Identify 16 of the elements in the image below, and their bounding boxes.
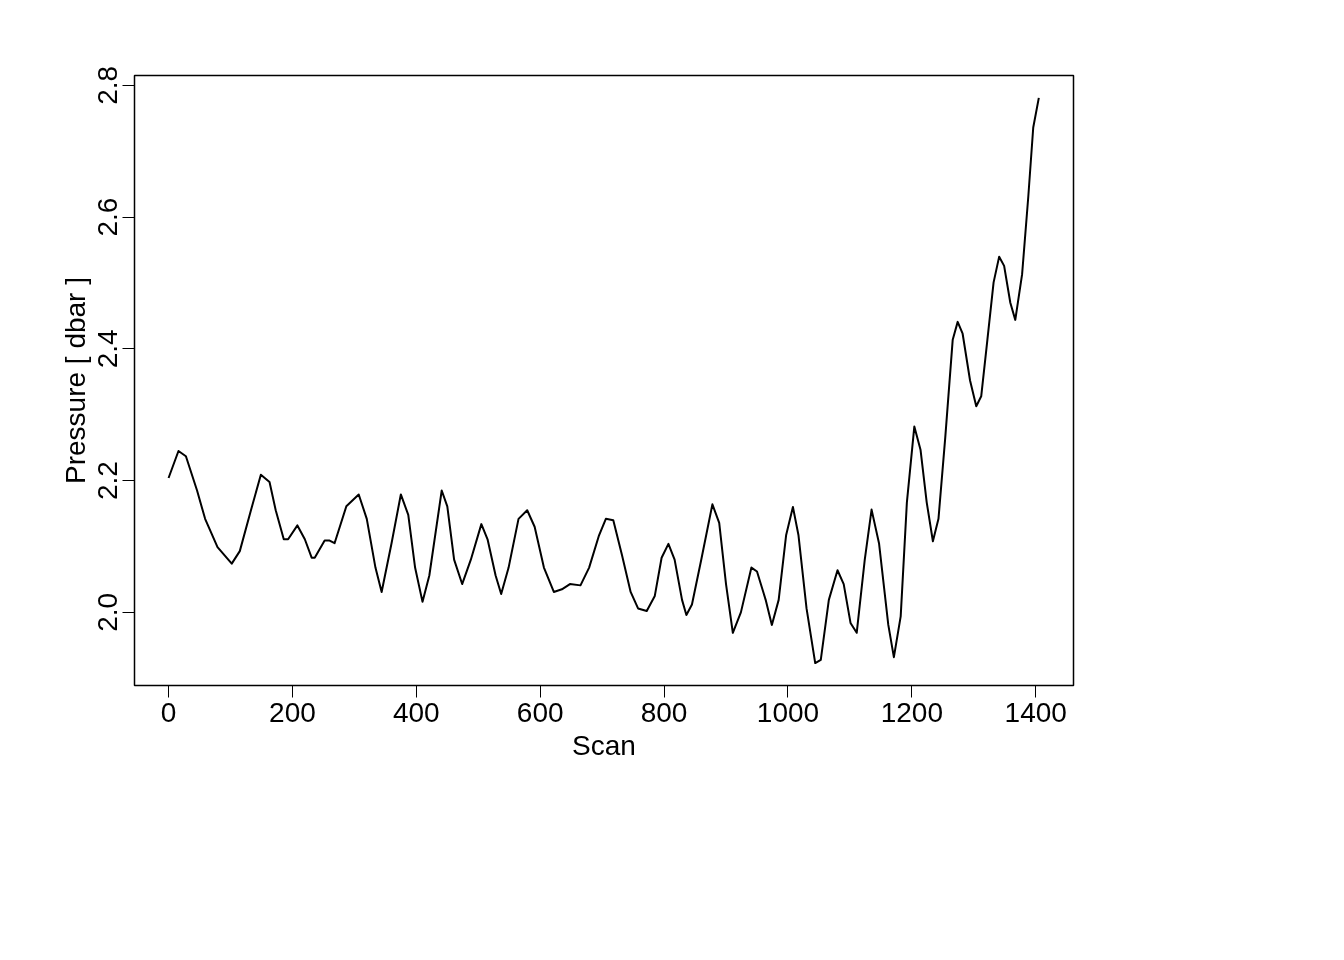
y-tick-label: 2.4 <box>92 329 124 369</box>
x-tick-label: 1400 <box>1004 696 1067 728</box>
y-tick-label: 2.8 <box>92 65 124 105</box>
y-tick-label: 2.0 <box>92 592 124 632</box>
x-tick-label: 200 <box>269 696 316 728</box>
y-tick-label: 2.2 <box>92 461 124 501</box>
line-series <box>167 96 1040 665</box>
x-tick-label: 400 <box>392 696 440 728</box>
x-tick-label: 600 <box>516 696 564 728</box>
x-axis-title: Scan <box>572 729 636 761</box>
x-tick-label: 1000 <box>756 696 820 728</box>
y-axis-title: Pressure [ dbar ] <box>59 277 91 484</box>
x-tick-label: 1200 <box>880 696 943 728</box>
y-tick-label: 2.6 <box>92 197 124 237</box>
x-tick-label: 0 <box>160 696 177 728</box>
x-tick-label: 800 <box>640 696 688 728</box>
